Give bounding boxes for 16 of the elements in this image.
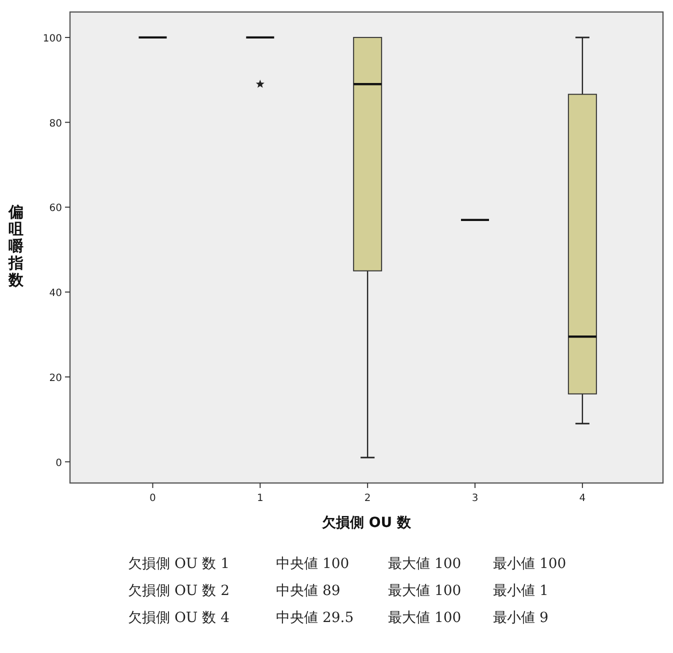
y-axis-title: 偏咀嚼指数 (8, 203, 24, 289)
x-tick-label: 2 (364, 493, 371, 504)
y-tick-label: 20 (49, 372, 62, 384)
y-tick-label: 0 (56, 458, 62, 469)
text: 欠損側 OU 数 2 中央値 89 最大値 100 最小値 1 (128, 583, 548, 599)
text: 欠損側 OU 数 1 中央値 100 最大値 100 最小値 100 (128, 556, 566, 572)
x-tick-label: 1 (256, 493, 264, 504)
x-tick-label: 0 (150, 493, 156, 504)
x-axis-title: 欠損側 OU 数 (320, 515, 412, 531)
y-tick-label: 40 (49, 288, 62, 300)
text: 欠損側 OU 数 4 中央値 29.5 最大値 100 最小値 9 (128, 610, 548, 626)
x-tick-label: 4 (579, 493, 586, 504)
y-tick-label: 60 (49, 203, 62, 214)
x-tick-label: 3 (472, 493, 478, 504)
y-tick-label: 100 (42, 33, 62, 44)
y-tick-label: 80 (49, 118, 62, 130)
